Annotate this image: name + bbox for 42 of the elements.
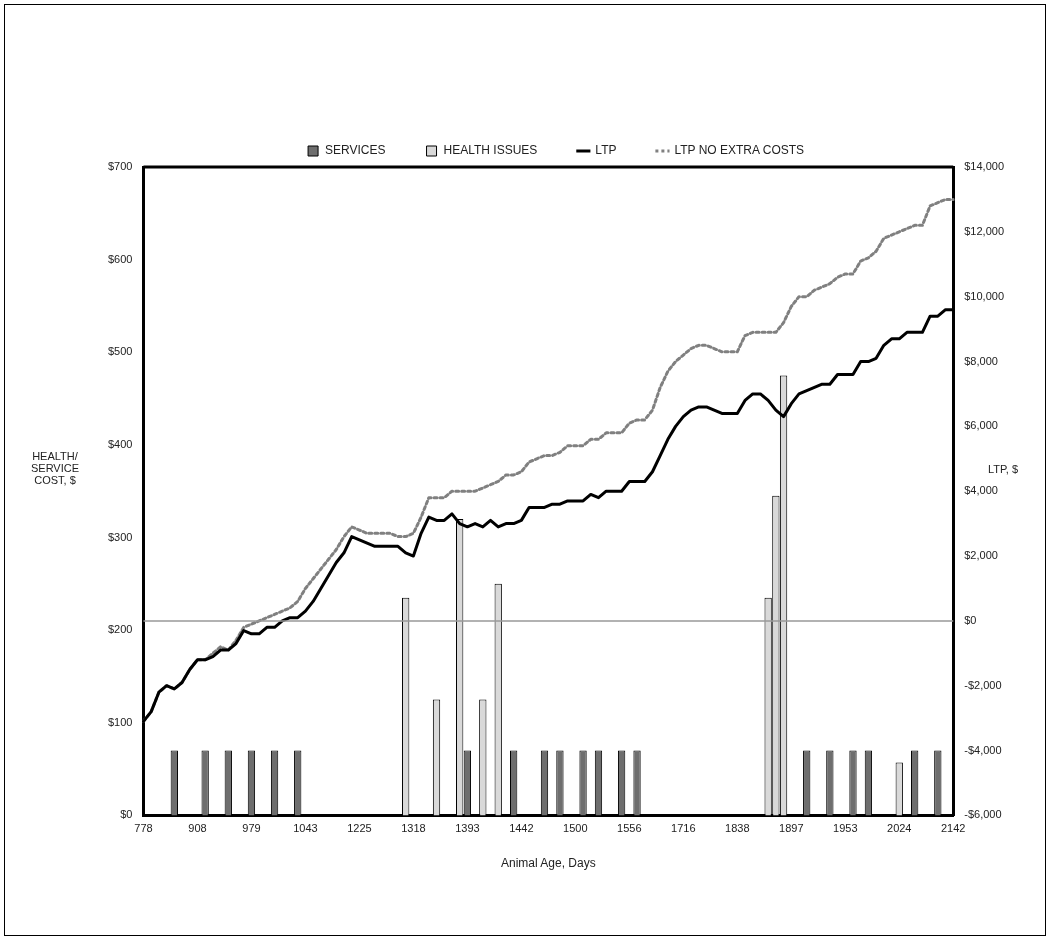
y-tick-label: $300: [107, 530, 133, 543]
legend-label: LTP: [595, 143, 617, 158]
y-axis-title: HEALTH/ SERVICE COST, $: [29, 450, 81, 486]
y2-axis-title: LTP, $: [986, 463, 1020, 475]
y-tick-label: $500: [107, 345, 133, 358]
y2-tick-label: $8,000: [964, 354, 998, 367]
x-tick-label: 1556: [617, 822, 642, 835]
y2-tick-label: $2,000: [964, 549, 998, 562]
y2-tick-label: -$6,000: [964, 808, 1002, 821]
y2-tick-label: $10,000: [964, 289, 1004, 302]
x-tick-label: 1442: [509, 822, 534, 835]
y2-tick-label: -$4,000: [964, 743, 1002, 756]
x-tick-label: 2142: [941, 822, 966, 835]
y2-tick-label: $0: [964, 613, 977, 626]
x-tick-label: 908: [188, 822, 207, 835]
y2-tick-label: -$2,000: [964, 678, 1002, 691]
x-tick-label: 1838: [725, 822, 750, 835]
y-tick-label: $400: [107, 437, 133, 450]
x-tick-label: 2024: [887, 822, 912, 835]
x-tick-label: 1043: [293, 822, 318, 835]
legend-label: SERVICES: [325, 143, 386, 158]
y2-tick-label: $4,000: [964, 484, 998, 497]
x-tick-label: 1897: [779, 822, 804, 835]
x-tick-label: 1318: [401, 822, 426, 835]
y-tick-label: $700: [107, 160, 133, 173]
x-tick-label: 1716: [671, 822, 696, 835]
y-tick-label: $200: [107, 623, 133, 636]
legend-label: LTP NO EXTRA COSTS: [674, 143, 805, 158]
x-tick-label: 778: [134, 822, 153, 835]
x-tick-label: 979: [242, 822, 261, 835]
y-tick-label: $0: [120, 808, 133, 821]
x-axis-title: Animal Age, Days: [500, 856, 596, 871]
x-tick-label: 1393: [455, 822, 480, 835]
y2-tick-label: $6,000: [964, 419, 998, 432]
y2-tick-label: $12,000: [964, 224, 1004, 237]
y2-tick-label: $14,000: [964, 160, 1004, 173]
y-tick-label: $600: [107, 252, 133, 265]
x-tick-label: 1225: [347, 822, 372, 835]
y-tick-label: $100: [107, 715, 133, 728]
x-tick-label: 1953: [833, 822, 858, 835]
x-tick-label: 1500: [563, 822, 588, 835]
legend-label: HEALTH ISSUES: [443, 143, 538, 158]
